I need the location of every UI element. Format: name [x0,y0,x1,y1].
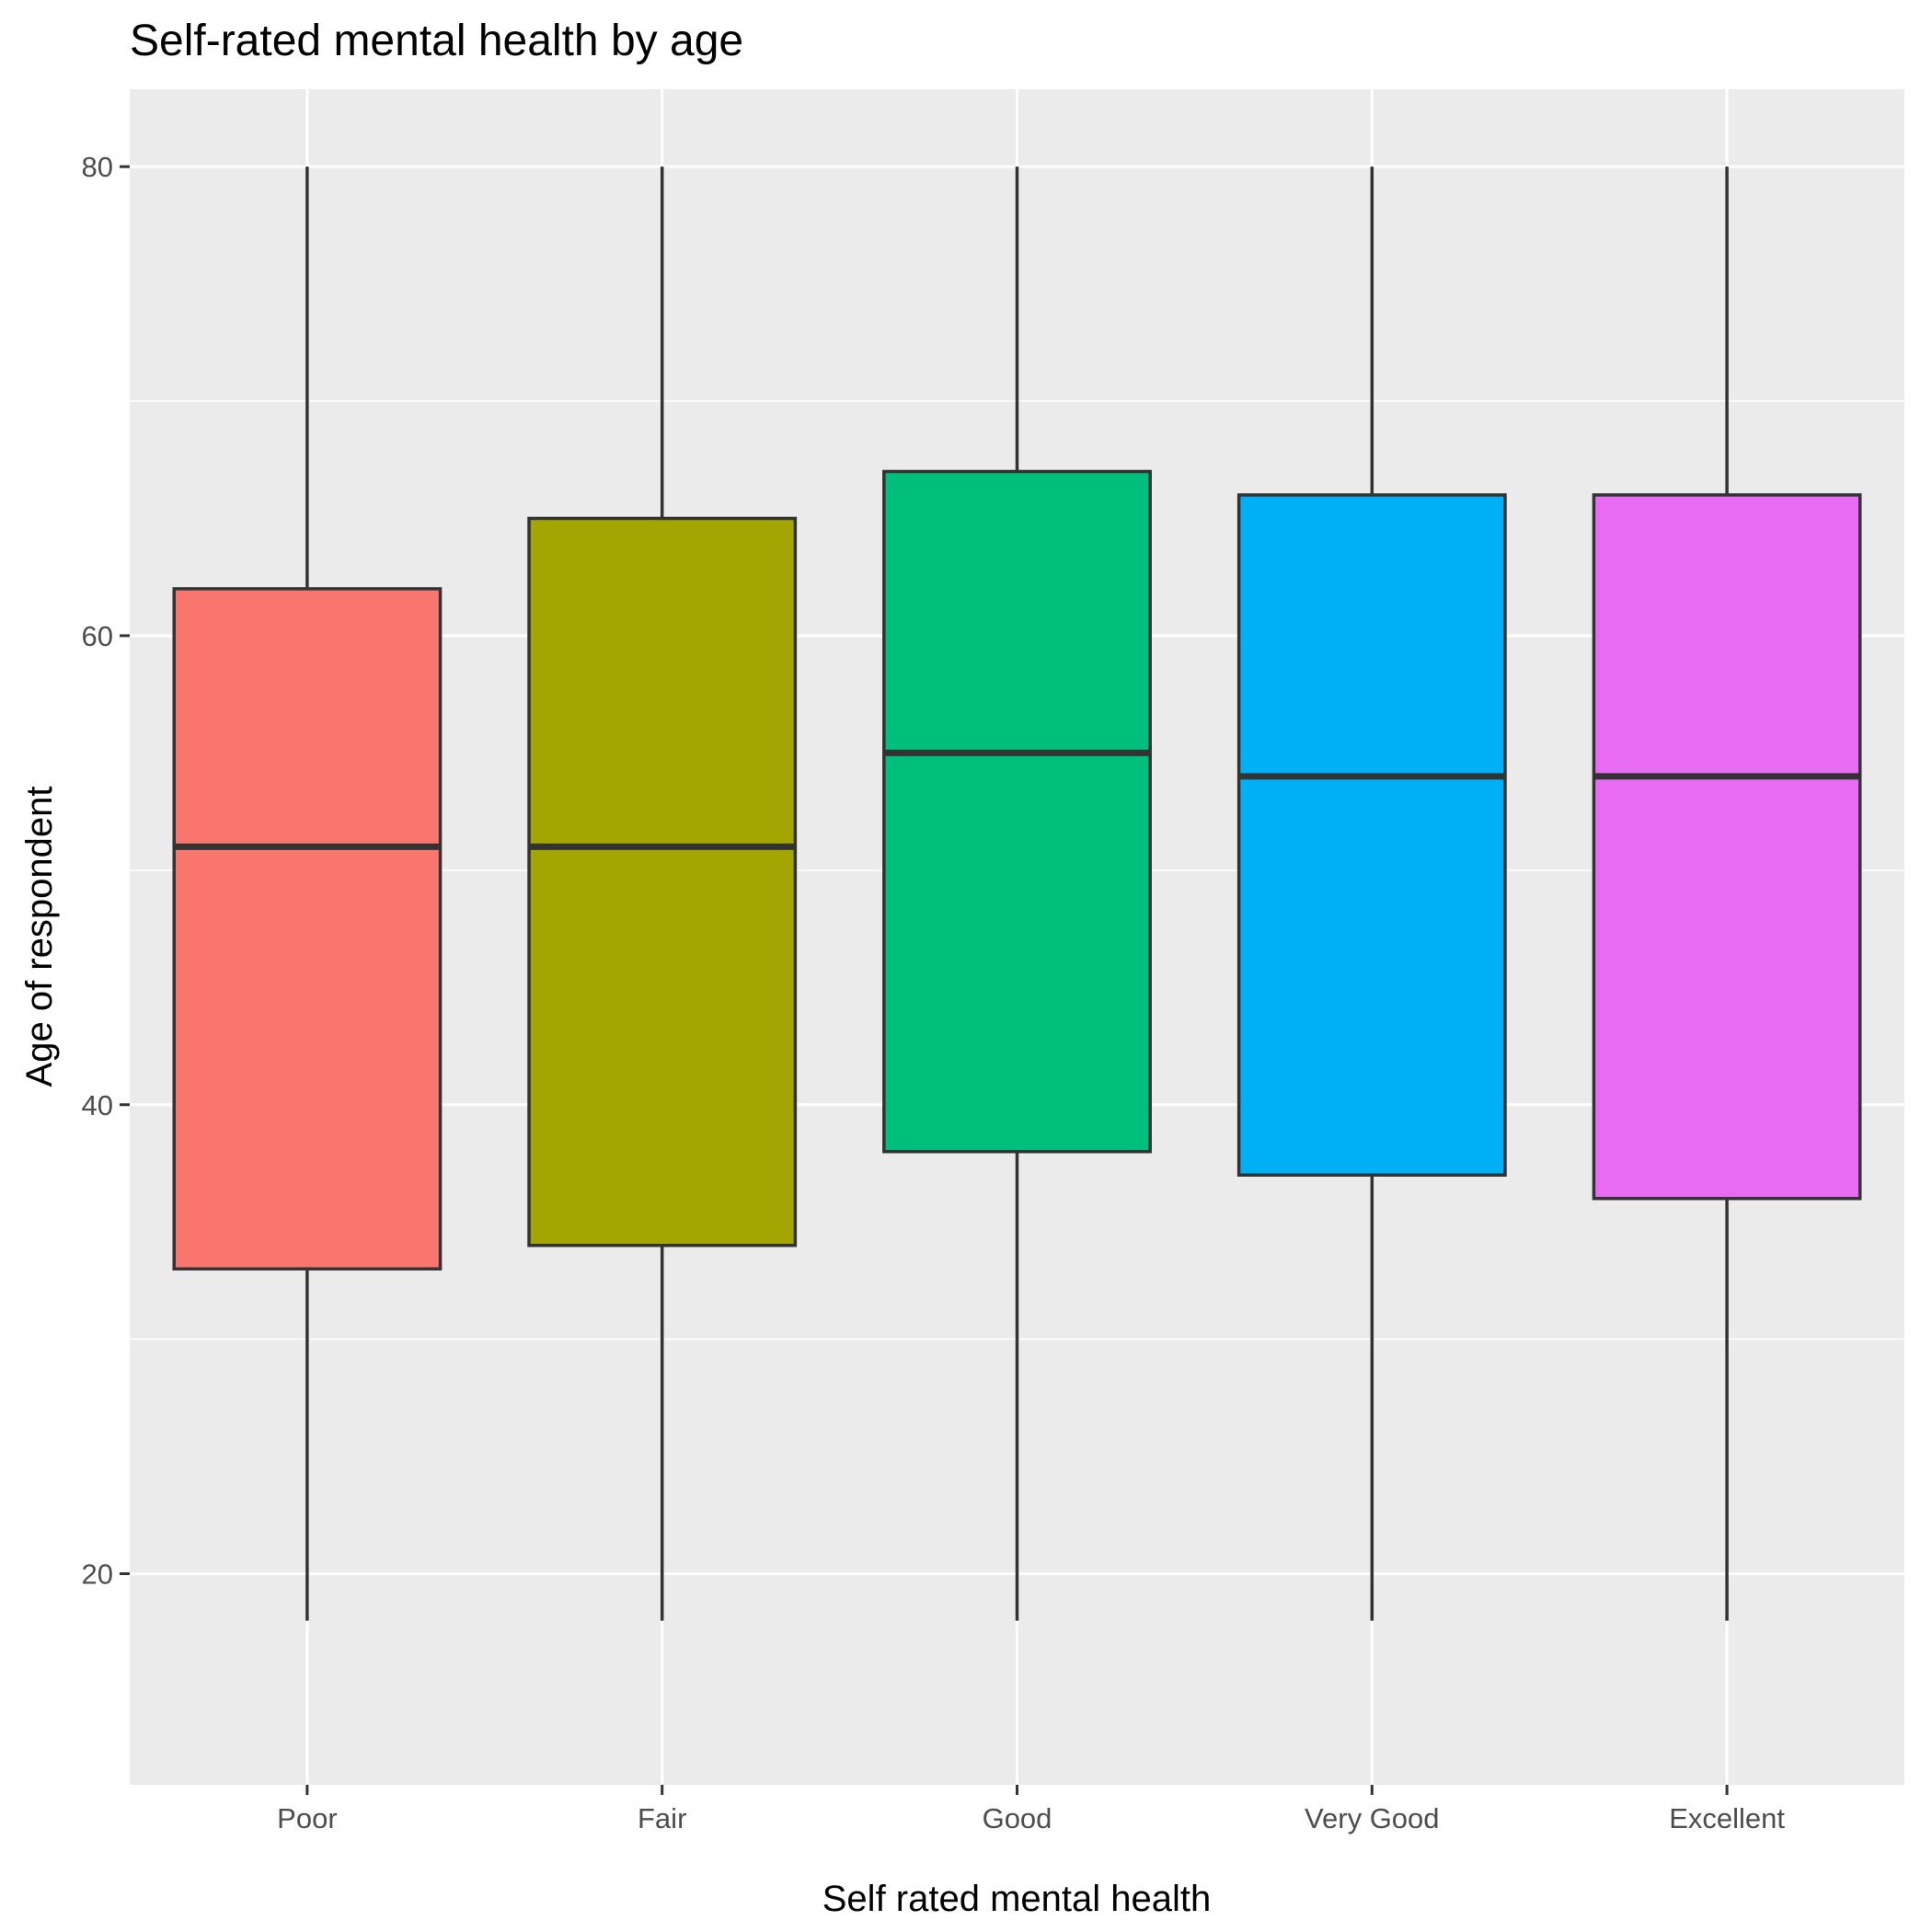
x-tick-label: Excellent [1669,1802,1785,1834]
box-iqr [882,469,1152,1154]
box-poor [172,167,443,1621]
box-iqr [172,587,443,1271]
box-excellent [1592,167,1862,1621]
x-tick-label: Very Good [1305,1802,1439,1834]
box-good [882,167,1152,1621]
y-axis: 20 40 60 80 [82,151,130,1591]
y-tick-label: 40 [82,1089,113,1121]
box-fair [527,167,798,1621]
box-iqr [527,516,798,1248]
x-tick-label: Fair [638,1802,686,1834]
box-iqr [1592,493,1862,1201]
x-axis: Poor Fair Good Very Good Excellent [277,1785,1785,1834]
box-very-good [1236,167,1507,1621]
boxes-layer [172,167,1862,1621]
y-axis-title: Age of respondent [19,787,60,1087]
y-tick-label: 60 [82,620,113,652]
chart-title: Self-rated mental health by age [130,17,743,65]
y-tick-label: 20 [82,1558,113,1591]
box-iqr [1236,493,1507,1177]
x-tick-label: Poor [277,1802,337,1834]
y-tick-label: 80 [82,151,113,183]
x-tick-label: Good [983,1802,1052,1834]
x-axis-title: Self rated mental health [822,1879,1211,1919]
